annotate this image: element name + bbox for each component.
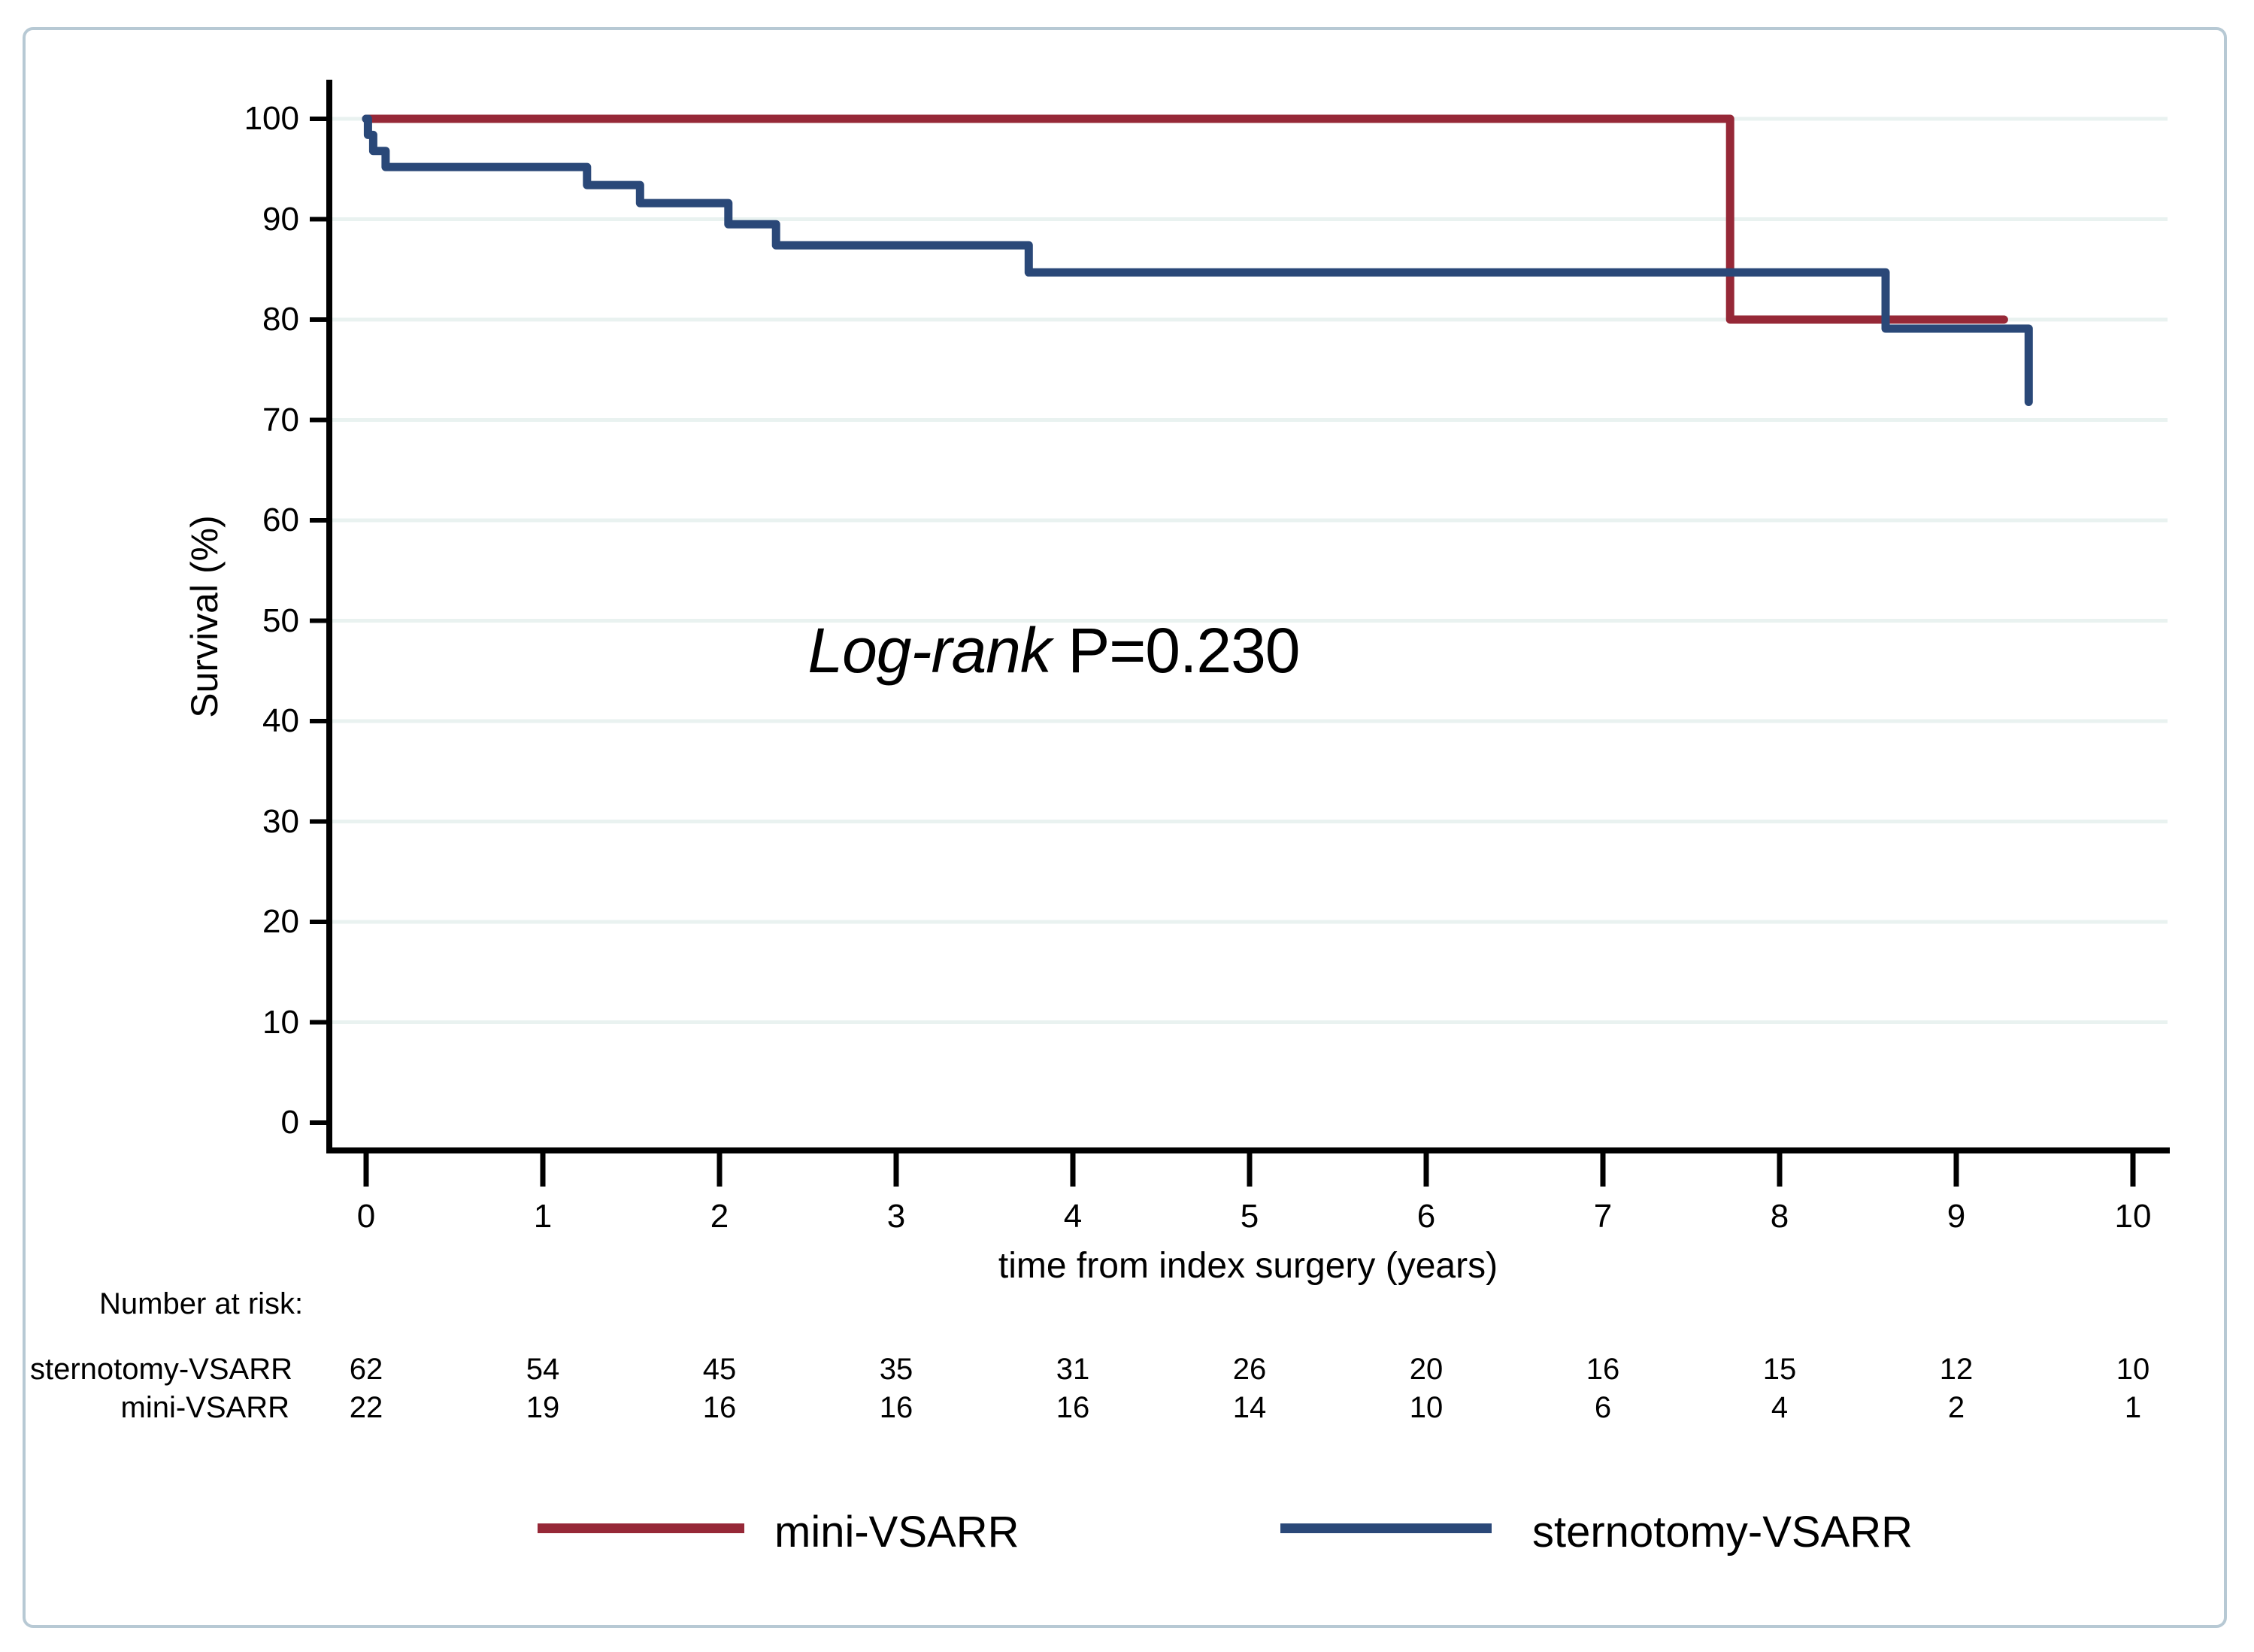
y-tick-label-30: 30: [262, 802, 299, 840]
risk-count-sternotomy-VSARR-t10: 10: [2116, 1353, 2150, 1386]
x-tick-label-6: 6: [1416, 1198, 1436, 1235]
legend-label-sternotomy: sternotomy-VSARR: [1532, 1508, 1913, 1557]
risk-count-mini-VSARR-t2: 16: [702, 1391, 737, 1424]
figure-border: [23, 27, 2227, 1628]
y-tick-label-50: 50: [262, 602, 299, 639]
x-tick-label-8: 8: [1770, 1198, 1789, 1235]
risk-row-label-mini: mini-VSARR: [120, 1391, 289, 1424]
risk-count-mini-VSARR-t1: 19: [526, 1391, 560, 1424]
risk-count-mini-VSARR-t0: 22: [349, 1391, 383, 1424]
risk-count-mini-VSARR-t8: 4: [1771, 1391, 1789, 1424]
x-tick-label-10: 10: [2114, 1198, 2152, 1235]
y-tick-label-60: 60: [262, 502, 299, 538]
logrank-annotation: Log-rank P=0.230: [741, 541, 1300, 760]
logrank-annotation-italic: Log-rank: [807, 615, 1052, 686]
risk-row-label-sternotomy: sternotomy-VSARR: [30, 1353, 292, 1386]
y-tick-label-100: 100: [244, 100, 299, 137]
logrank-annotation-value: P=0.230: [1050, 615, 1300, 686]
legend-swatch-mini: [538, 1523, 744, 1533]
km-curve-sternotomy-VSARR: [362, 114, 2033, 406]
risk-count-sternotomy-VSARR-t8: 15: [1762, 1353, 1797, 1386]
y-tick-label-40: 40: [262, 702, 299, 739]
km-curve-mini-VSARR: [362, 114, 2008, 324]
risk-count-sternotomy-VSARR-t4: 31: [1056, 1353, 1090, 1386]
risk-count-mini-VSARR-t10: 1: [2124, 1391, 2142, 1424]
x-tick-label-7: 7: [1593, 1198, 1613, 1235]
y-tick-label-80: 80: [262, 301, 299, 338]
x-tick-label-9: 9: [1946, 1198, 1966, 1235]
risk-count-sternotomy-VSARR-t9: 12: [1939, 1353, 1974, 1386]
y-tick-label-0: 0: [280, 1104, 299, 1141]
risk-count-mini-VSARR-t9: 2: [1947, 1391, 1965, 1424]
x-tick-label-4: 4: [1063, 1198, 1083, 1235]
y-tick-label-20: 20: [262, 903, 299, 940]
risk-count-sternotomy-VSARR-t3: 35: [879, 1353, 913, 1386]
y-tick-label-10: 10: [262, 1003, 299, 1041]
risk-count-mini-VSARR-t4: 16: [1056, 1391, 1090, 1424]
legend-label-mini: mini-VSARR: [774, 1508, 1019, 1557]
risk-count-mini-VSARR-t5: 14: [1232, 1391, 1267, 1424]
legend-swatch-sternotomy: [1280, 1523, 1492, 1533]
x-tick-label-1: 1: [533, 1198, 553, 1235]
risk-count-sternotomy-VSARR-t0: 62: [349, 1353, 383, 1386]
y-tick-label-90: 90: [262, 200, 299, 238]
risk-count-sternotomy-VSARR-t5: 26: [1232, 1353, 1267, 1386]
y-tick-label-70: 70: [262, 401, 299, 438]
risk-count-sternotomy-VSARR-t7: 16: [1586, 1353, 1620, 1386]
risk-count-mini-VSARR-t6: 10: [1409, 1391, 1444, 1424]
risk-count-mini-VSARR-t3: 16: [879, 1391, 913, 1424]
risk-count-sternotomy-VSARR-t6: 20: [1409, 1353, 1444, 1386]
risk-table-title: Number at risk:: [99, 1287, 304, 1320]
risk-count-sternotomy-VSARR-t1: 54: [526, 1353, 560, 1386]
x-tick-label-5: 5: [1240, 1198, 1259, 1235]
x-tick-label-0: 0: [356, 1198, 376, 1235]
risk-count-sternotomy-VSARR-t2: 45: [702, 1353, 737, 1386]
x-tick-label-3: 3: [886, 1198, 906, 1235]
x-axis-title: time from index surgery (years): [998, 1246, 1498, 1286]
x-tick-label-2: 2: [710, 1198, 729, 1235]
risk-count-mini-VSARR-t7: 6: [1594, 1391, 1612, 1424]
